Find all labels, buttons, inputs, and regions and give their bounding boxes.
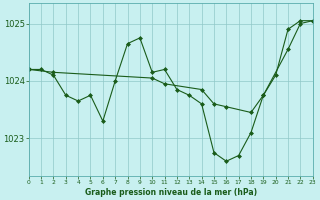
X-axis label: Graphe pression niveau de la mer (hPa): Graphe pression niveau de la mer (hPa) xyxy=(85,188,257,197)
